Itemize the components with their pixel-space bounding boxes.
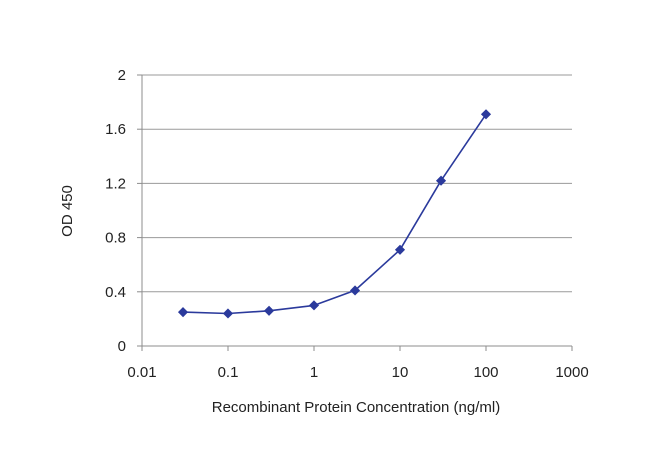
plot-area <box>137 74 573 351</box>
x-tick-labels: 0.01 0.1 1 10 100 1000 <box>127 364 588 381</box>
series-layer <box>177 109 492 319</box>
y-tick-label: 0.4 <box>105 284 126 301</box>
y-tick-label: 1.6 <box>105 121 126 138</box>
data-point <box>177 307 189 318</box>
y-tick-label: 0 <box>118 338 126 355</box>
y-tick-label: 2 <box>118 67 126 84</box>
data-point <box>349 285 361 296</box>
y-tick-label: 1.2 <box>105 175 126 192</box>
series-line <box>182 113 487 315</box>
x-tick-label: 1 <box>310 364 318 381</box>
x-tick-label: 0.1 <box>218 364 239 381</box>
x-tick-label: 10 <box>392 364 409 381</box>
data-point <box>222 308 234 319</box>
data-point <box>263 305 275 316</box>
y-tick-labels: 0 0.4 0.8 1.2 1.6 2 <box>105 67 126 355</box>
gridlines <box>142 74 572 293</box>
y-tick-label: 0.8 <box>105 230 126 247</box>
x-tick-label: 100 <box>473 364 498 381</box>
x-tick-label: 0.01 <box>127 364 156 381</box>
y-axis-title: OD 450 <box>59 185 76 237</box>
data-point <box>480 109 492 120</box>
axes <box>137 74 573 351</box>
x-tick-label: 1000 <box>555 364 588 381</box>
x-axis-title: Recombinant Protein Concentration (ng/ml… <box>212 399 500 416</box>
data-point <box>394 244 406 255</box>
data-point <box>435 175 447 186</box>
data-point <box>308 300 320 311</box>
